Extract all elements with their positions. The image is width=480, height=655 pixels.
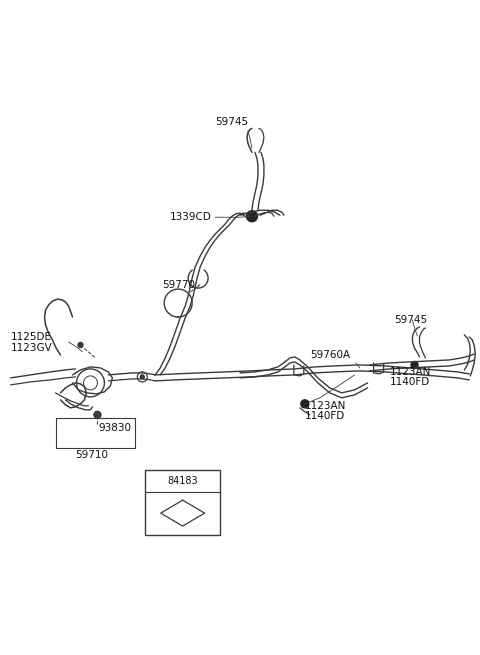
Text: 1123AN: 1123AN bbox=[305, 401, 346, 411]
Text: 1123AN: 1123AN bbox=[390, 367, 431, 377]
Text: 1140FD: 1140FD bbox=[390, 377, 430, 387]
Circle shape bbox=[247, 211, 257, 222]
Text: 1339CD: 1339CD bbox=[170, 212, 212, 222]
Text: 59770: 59770 bbox=[162, 280, 195, 290]
Circle shape bbox=[94, 411, 101, 419]
Circle shape bbox=[411, 362, 418, 368]
Text: 59745: 59745 bbox=[395, 315, 428, 325]
Text: 59710: 59710 bbox=[75, 450, 108, 460]
Text: 93830: 93830 bbox=[98, 422, 132, 433]
Text: 59745: 59745 bbox=[216, 117, 249, 128]
Text: 84183: 84183 bbox=[168, 476, 198, 485]
Circle shape bbox=[140, 375, 144, 379]
Text: 1125DE: 1125DE bbox=[11, 332, 52, 342]
Circle shape bbox=[78, 343, 83, 347]
Bar bbox=[145, 470, 220, 534]
Circle shape bbox=[301, 400, 309, 408]
Text: 1140FD: 1140FD bbox=[305, 411, 345, 421]
Text: 59760A: 59760A bbox=[310, 350, 350, 360]
Text: 1123GV: 1123GV bbox=[11, 343, 52, 353]
